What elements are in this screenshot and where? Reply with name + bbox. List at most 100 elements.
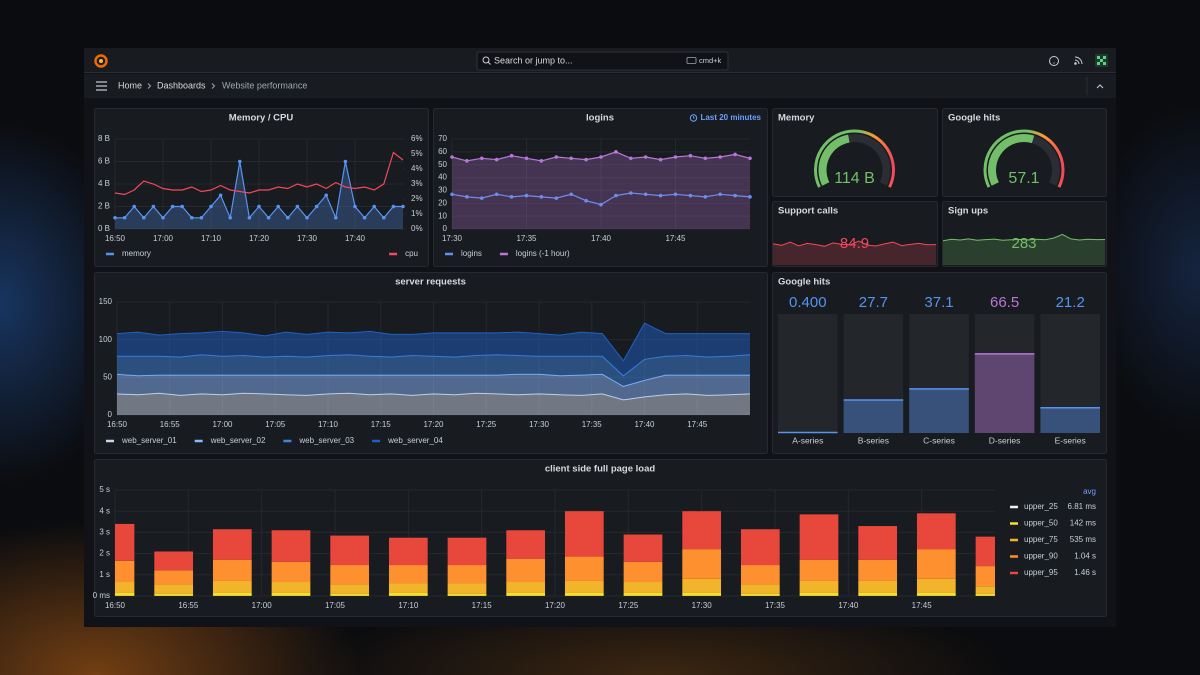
y-tick-label: 40 bbox=[438, 173, 447, 182]
bar-segment bbox=[447, 593, 487, 596]
news-icon[interactable] bbox=[1074, 56, 1083, 65]
x-tick-label: 17:30 bbox=[442, 234, 463, 243]
data-point bbox=[305, 215, 309, 220]
legend-label: upper_95 bbox=[1024, 568, 1058, 577]
logo[interactable] bbox=[94, 54, 108, 68]
bar-segment bbox=[388, 592, 428, 596]
panel-title: Google hits bbox=[778, 277, 830, 288]
bar-segment bbox=[564, 511, 604, 557]
breadcrumb[interactable]: Home bbox=[118, 80, 142, 90]
bar-category: D-series bbox=[989, 435, 1021, 445]
x-tick-label: 17:30 bbox=[692, 601, 713, 610]
data-point bbox=[334, 215, 338, 220]
legend-value: 142 ms bbox=[1070, 519, 1096, 528]
legend-label: cpu bbox=[405, 249, 418, 258]
y2-tick-label: 1% bbox=[411, 209, 423, 218]
data-point bbox=[122, 215, 127, 220]
data-point bbox=[324, 193, 329, 198]
breadcrumb-current: Website performance bbox=[222, 80, 307, 90]
data-point bbox=[170, 204, 175, 209]
data-point bbox=[228, 215, 232, 220]
legend-label: upper_50 bbox=[1024, 519, 1058, 528]
bar-value: 27.7 bbox=[859, 294, 888, 311]
sparkline-fill bbox=[773, 241, 936, 265]
y-tick-label: 20 bbox=[438, 198, 447, 207]
breadcrumb[interactable]: Dashboards bbox=[157, 80, 206, 90]
x-tick-label: 17:00 bbox=[212, 420, 233, 429]
y-tick-label: 100 bbox=[99, 335, 113, 344]
data-point bbox=[218, 193, 223, 198]
data-point bbox=[480, 196, 484, 200]
y-tick-label: 4 s bbox=[99, 506, 110, 515]
gauge-value bbox=[988, 134, 1035, 186]
legend-label: memory bbox=[122, 249, 151, 258]
panel-title: server requests bbox=[395, 277, 466, 288]
x-tick-label: 17:20 bbox=[545, 601, 566, 610]
data-point bbox=[494, 157, 499, 162]
data-point bbox=[539, 195, 544, 199]
bar-segment bbox=[564, 556, 604, 581]
collapse-button[interactable] bbox=[1096, 84, 1104, 89]
bar-segment bbox=[799, 592, 839, 596]
x-tick-label: 16:50 bbox=[107, 420, 128, 429]
x-tick-label: 17:05 bbox=[265, 420, 286, 429]
stat-value: 283 bbox=[1011, 235, 1036, 252]
x-tick-label: 17:10 bbox=[201, 234, 222, 243]
x-tick-label: 17:20 bbox=[249, 234, 270, 243]
y2-tick-label: 6% bbox=[411, 134, 423, 143]
bar-segment bbox=[682, 511, 722, 550]
panel bbox=[94, 108, 429, 267]
bar-segment bbox=[506, 558, 546, 583]
avatar[interactable] bbox=[1095, 54, 1108, 67]
data-point bbox=[257, 204, 261, 209]
help-icon[interactable] bbox=[1049, 56, 1059, 66]
data-point bbox=[703, 156, 708, 161]
bar-segment bbox=[271, 582, 311, 593]
y-tick-label: 3 s bbox=[99, 528, 110, 537]
bar-segment bbox=[623, 582, 663, 593]
bar-track bbox=[1040, 314, 1100, 433]
bar bbox=[974, 353, 1035, 433]
data-point bbox=[614, 193, 618, 198]
data-point bbox=[353, 204, 357, 209]
bar-segment bbox=[623, 592, 663, 596]
data-point bbox=[295, 204, 300, 209]
series-line bbox=[114, 151, 404, 196]
data-point bbox=[209, 204, 213, 209]
bar-segment bbox=[975, 566, 995, 587]
bar-segment bbox=[975, 586, 995, 594]
legend-value: 1.04 s bbox=[1074, 552, 1096, 561]
bar-segment bbox=[271, 561, 311, 583]
breadcrumb-separator bbox=[211, 83, 216, 89]
x-tick-label: 17:25 bbox=[618, 601, 639, 610]
data-point bbox=[748, 156, 752, 161]
data-point bbox=[132, 204, 136, 209]
data-point bbox=[673, 192, 678, 197]
menu-button[interactable] bbox=[96, 81, 107, 91]
bar-segment bbox=[916, 549, 956, 579]
data-point bbox=[401, 204, 405, 209]
x-tick-label: 17:45 bbox=[687, 420, 708, 429]
clock-icon bbox=[689, 114, 698, 122]
y-tick-label: 0 B bbox=[98, 224, 110, 233]
bar-segment bbox=[858, 592, 898, 596]
panel-title: logins bbox=[586, 113, 614, 124]
bar-segment bbox=[506, 592, 546, 596]
gauge-thresholds bbox=[814, 129, 895, 188]
data-point bbox=[238, 159, 242, 164]
x-tick-label: 17:35 bbox=[582, 420, 603, 429]
area-fill bbox=[117, 323, 750, 376]
data-point bbox=[372, 204, 377, 209]
gauge-thresholds bbox=[983, 129, 1065, 188]
data-point bbox=[688, 153, 693, 158]
gauge-label: 57.1 bbox=[1008, 170, 1039, 187]
panel-title: Sign ups bbox=[948, 206, 988, 217]
bar-segment bbox=[858, 559, 898, 581]
data-point bbox=[524, 193, 529, 198]
search-box[interactable]: Search or jump to... cmd+k bbox=[476, 51, 729, 71]
sparkline-fill bbox=[943, 234, 1105, 265]
bar-segment bbox=[623, 561, 663, 583]
data-point bbox=[673, 155, 678, 159]
sparkline bbox=[942, 233, 1106, 242]
